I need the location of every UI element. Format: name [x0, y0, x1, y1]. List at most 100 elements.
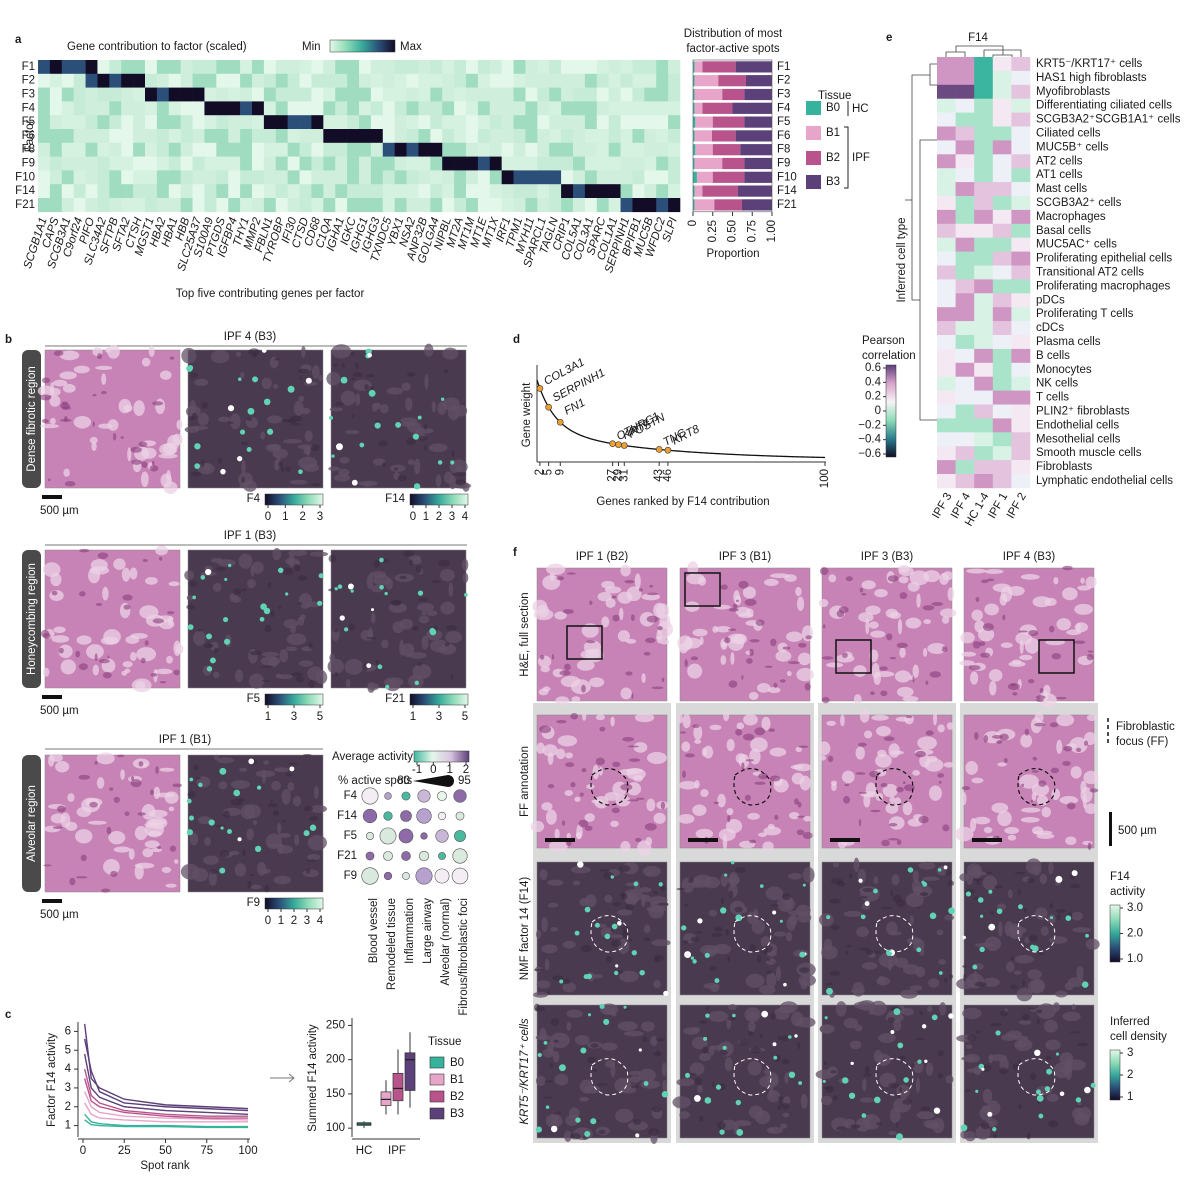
tick-label: 4 [317, 915, 324, 927]
heatmap-cell [584, 170, 598, 185]
texture [166, 470, 172, 484]
heatmap-cell [61, 156, 74, 171]
heatmap-cell [937, 362, 956, 377]
texture [94, 761, 98, 765]
tick-label: 1 [65, 1120, 71, 1132]
texture [767, 823, 775, 830]
heatmap-cell [454, 156, 467, 171]
heatmap-cell [992, 154, 1012, 169]
texture [857, 742, 867, 747]
texture [329, 407, 344, 412]
texture [1048, 936, 1068, 944]
texture [41, 418, 49, 424]
texture [907, 937, 921, 945]
heatmap-cell [359, 184, 372, 199]
texture [1012, 692, 1018, 696]
texture [1080, 577, 1085, 584]
texture [745, 973, 765, 989]
image [326, 343, 472, 492]
spot [259, 616, 265, 622]
dot [384, 792, 392, 800]
heatmap-cell [121, 60, 134, 75]
texture [979, 641, 986, 646]
texture [455, 404, 468, 417]
texture [547, 879, 564, 886]
heatmap-cell [370, 115, 384, 130]
heatmap-cell [608, 184, 621, 199]
texture [428, 443, 448, 453]
texture [542, 575, 561, 590]
heatmap-cell [263, 101, 277, 116]
texture [886, 921, 898, 936]
heatmap-cell [192, 156, 205, 171]
heatmap-cell [287, 115, 300, 130]
heatmap-cell [992, 237, 1012, 252]
texture [49, 395, 61, 407]
texture [586, 784, 595, 790]
texture [929, 671, 941, 678]
heatmap-cell [73, 142, 86, 157]
texture [858, 612, 874, 623]
texture [1077, 1042, 1088, 1047]
heatmap-cell [656, 156, 669, 171]
heatmap-cell [466, 101, 479, 116]
bar-segment [735, 61, 772, 73]
texture [1082, 840, 1093, 846]
label: cell density [1110, 1031, 1167, 1043]
spot [413, 483, 421, 490]
label: correlation [862, 350, 916, 362]
heatmap-cell [596, 73, 609, 88]
heatmap-cell [937, 460, 956, 475]
texture [128, 848, 135, 860]
texture [998, 921, 1003, 937]
spot [347, 583, 354, 590]
texture [698, 576, 707, 586]
heatmap-cell [974, 209, 994, 225]
heatmap-cell [442, 198, 455, 213]
texture [961, 651, 977, 657]
texture [75, 876, 88, 879]
heatmap-cell [477, 101, 491, 116]
texture [541, 802, 553, 811]
texture [679, 643, 688, 654]
texture [1014, 871, 1026, 875]
texture [984, 603, 999, 616]
heatmap-cell [382, 73, 395, 88]
texture [758, 772, 768, 780]
heatmap-cell [513, 87, 526, 102]
heatmap-cell [974, 404, 994, 419]
texture [878, 1033, 896, 1044]
texture [290, 422, 302, 426]
heatmap-cell [61, 184, 74, 199]
texture [272, 383, 279, 390]
heatmap-cell [430, 198, 443, 213]
texture [895, 786, 904, 793]
texture [576, 659, 595, 671]
texture [239, 483, 248, 489]
heatmap-cell [121, 101, 134, 116]
ff-outline [590, 915, 629, 953]
heatmap-cell [192, 60, 205, 75]
heatmap-cell [145, 101, 158, 116]
texture [982, 977, 1000, 987]
heatmap-cell [192, 198, 205, 213]
heatmap-cell [937, 279, 956, 294]
texture [424, 444, 427, 452]
heatmap-cell [1011, 279, 1031, 294]
heatmap-cell [525, 129, 538, 144]
column-label: Fibrous/fibroblastic foci [458, 898, 470, 1016]
heatmap-cell [1011, 140, 1031, 155]
texture [439, 568, 455, 582]
heatmap-cell [608, 73, 621, 88]
texture [962, 791, 967, 806]
texture [544, 958, 550, 971]
heatmap-cell [955, 404, 975, 419]
heatmap-cell [513, 170, 526, 185]
texture [718, 828, 736, 841]
row-label: F21 [777, 199, 797, 211]
texture [375, 659, 380, 665]
texture [915, 1037, 925, 1041]
heatmap-cell [370, 184, 384, 199]
texture [1071, 911, 1083, 921]
heatmap-cell [974, 84, 994, 99]
